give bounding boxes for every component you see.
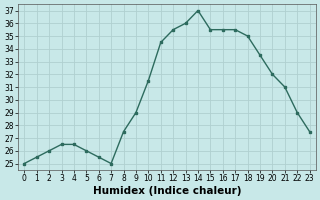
X-axis label: Humidex (Indice chaleur): Humidex (Indice chaleur) (93, 186, 241, 196)
